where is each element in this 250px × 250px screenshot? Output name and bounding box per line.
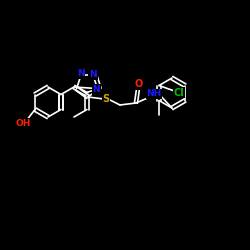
Text: N: N bbox=[92, 85, 100, 94]
Text: N: N bbox=[89, 70, 97, 79]
Text: OH: OH bbox=[15, 119, 31, 128]
Text: N: N bbox=[77, 69, 85, 78]
Text: S: S bbox=[102, 94, 110, 104]
Text: Cl: Cl bbox=[174, 88, 184, 98]
Text: NH: NH bbox=[146, 90, 162, 98]
Text: O: O bbox=[135, 79, 143, 89]
